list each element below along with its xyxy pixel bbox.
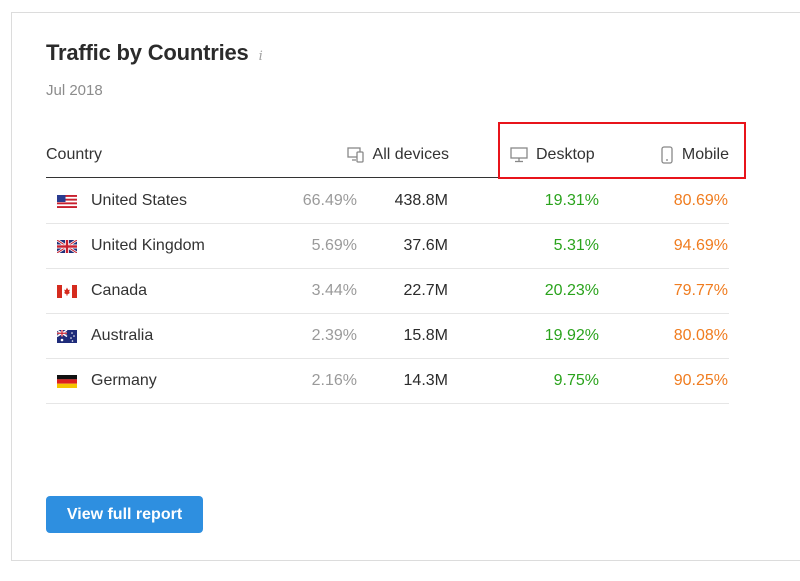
mobile-share: 80.69% bbox=[673, 192, 728, 209]
traffic-share: 5.69% bbox=[311, 237, 357, 254]
desktop-share: 19.31% bbox=[544, 192, 599, 209]
table-row[interactable]: Australia 2.39% 15.8M 19.92% 80.08% bbox=[46, 314, 729, 359]
traffic-volume: 438.8M bbox=[394, 192, 448, 209]
desktop-share: 9.75% bbox=[553, 372, 599, 389]
mobile-share: 80.08% bbox=[673, 327, 728, 344]
country-name[interactable]: United Kingdom bbox=[91, 237, 205, 254]
table-row[interactable]: United Kingdom 5.69% 37.6M 5.31% 94.69% bbox=[46, 224, 729, 269]
traffic-volume: 22.7M bbox=[403, 282, 448, 299]
table-row[interactable]: United States 66.49% 438.8M 19.31% 80.69… bbox=[46, 179, 729, 224]
table-row[interactable]: Canada 3.44% 22.7M 20.23% 79.77% bbox=[46, 269, 729, 314]
uk-flag-icon bbox=[57, 240, 77, 253]
column-header-mobile[interactable]: Mobile bbox=[660, 146, 729, 164]
column-header-country[interactable]: Country bbox=[46, 146, 103, 163]
traffic-widget bbox=[11, 12, 800, 561]
table-header: Country All devices Desktop Mobile bbox=[46, 140, 729, 178]
traffic-volume: 14.3M bbox=[403, 372, 448, 389]
column-header-all-devices[interactable]: All devices bbox=[346, 146, 449, 164]
desktop-icon bbox=[510, 147, 528, 163]
widget-title: Traffic by Countries bbox=[46, 40, 249, 65]
mobile-share: 90.25% bbox=[673, 372, 728, 389]
widget-header: Traffic by Countries i bbox=[46, 40, 263, 66]
country-table: United States 66.49% 438.8M 19.31% 80.69… bbox=[46, 179, 729, 404]
desktop-mobile-highlight-box bbox=[498, 122, 746, 179]
column-header-desktop[interactable]: Desktop bbox=[510, 146, 595, 164]
all-devices-icon bbox=[346, 147, 364, 163]
desktop-share: 5.31% bbox=[553, 237, 599, 254]
country-name[interactable]: Canada bbox=[91, 282, 148, 299]
country-name[interactable]: United States bbox=[91, 192, 188, 209]
mobile-share: 79.77% bbox=[673, 282, 728, 299]
mobile-icon bbox=[661, 146, 673, 164]
desktop-share: 19.92% bbox=[544, 327, 599, 344]
date-label: Jul 2018 bbox=[46, 82, 103, 99]
desktop-share: 20.23% bbox=[544, 282, 599, 299]
traffic-share: 2.16% bbox=[311, 372, 357, 389]
ca-flag-icon bbox=[57, 285, 77, 298]
country-name[interactable]: Australia bbox=[91, 327, 154, 344]
country-name[interactable]: Germany bbox=[91, 372, 157, 389]
us-flag-icon bbox=[57, 195, 77, 208]
traffic-share: 3.44% bbox=[311, 282, 357, 299]
traffic-share: 2.39% bbox=[311, 327, 357, 344]
au-flag-icon bbox=[57, 330, 77, 343]
view-full-report-button[interactable]: View full report bbox=[46, 496, 203, 533]
traffic-share: 66.49% bbox=[302, 192, 357, 209]
info-icon[interactable]: i bbox=[258, 48, 263, 64]
traffic-volume: 37.6M bbox=[403, 237, 448, 254]
de-flag-icon bbox=[57, 375, 77, 388]
traffic-volume: 15.8M bbox=[403, 327, 448, 344]
table-row[interactable]: Germany 2.16% 14.3M 9.75% 90.25% bbox=[46, 359, 729, 404]
mobile-share: 94.69% bbox=[673, 237, 728, 254]
